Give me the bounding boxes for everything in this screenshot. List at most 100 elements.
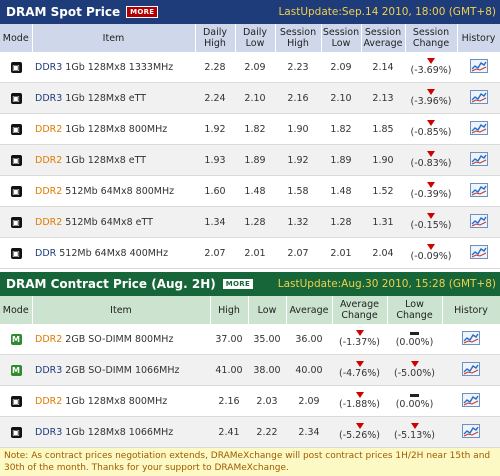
table-row[interactable]: M DDR2 2GB SO-DIMM 800MHz 37.00 35.00 36.00(… [0,324,500,355]
history-chart-icon[interactable] [469,244,488,259]
item-generation[interactable]: DDR2 [35,216,63,228]
item-generation[interactable]: DDR2 [35,395,63,407]
item-cell[interactable]: DDR2 512Mb 64Mx8 800MHz [32,175,195,207]
mode-cell: ▣ [0,237,32,269]
history-chart-icon[interactable] [469,89,488,104]
change-wrap: (-1.37%) [332,330,387,348]
item-spec: 2GB SO-DIMM 1066MHz [62,364,180,376]
item-cell[interactable]: DDR2 1Gb 128Mx8 eTT [32,144,195,176]
spot-col-header: History [457,24,500,52]
session-avg-cell: 2.04 [361,237,405,269]
table-row[interactable]: ▣ DDR3 1Gb 128Mx8 1066MHz 2.41 2.22 2.34 (-5.… [0,416,500,448]
table-row[interactable]: ▣ DDR3 1Gb 128Mx8 1333MHz 2.28 2.09 2.23 2.09… [0,52,500,83]
mode-cell: ▣ [0,416,32,448]
item-cell[interactable]: DDR3 1Gb 128Mx8 eTT [32,82,195,114]
daily-high-cell: 2.28 [195,52,235,83]
down-arrow-icon [355,392,364,398]
down-arrow-icon [410,423,419,429]
mode-cell: ▣ [0,175,32,207]
table-row[interactable]: ▣ DDR2 1Gb 128Mx8 800MHz 1.92 1.82 1.90 1.82 1… [0,113,500,145]
contract-more-button[interactable]: MORE [221,278,255,290]
table-row[interactable]: ▣ DDR2 512Mb 64Mx8 800MHz 1.60 1.48 1.58 1.48… [0,175,500,207]
change-cell: (-3.96%) [405,82,457,114]
spot-more-button[interactable]: MORE [126,6,159,18]
table-row[interactable]: M DDR3 2GB SO-DIMM 1066MHz 41.00 38.00 40.00… [0,354,500,386]
spot-price-panel: DRAM Spot Price MORE LastUpdate:Sep.14 2… [0,0,500,269]
session-high-cell: 2.16 [275,82,321,114]
item-spec: 1Gb 128Mx8 eTT [62,92,147,104]
low-cell: 35.00 [248,324,286,355]
history-chart-icon[interactable] [469,120,488,135]
contract-title: DRAM Contract Price (Aug. 2H) [6,277,216,291]
item-cell[interactable]: DDR 512Mb 64Mx8 400MHz [32,237,195,269]
item-generation[interactable]: DDR3 [35,92,63,104]
mode-cell: ▣ [0,144,32,176]
mode-cell: ▣ [0,113,32,145]
flat-dash-icon [410,394,419,397]
item-cell[interactable]: DDR3 1Gb 128Mx8 1333MHz [32,52,195,83]
history-cell [457,113,500,145]
history-chart-icon[interactable] [469,182,488,197]
change-cell: (0.00%) [387,324,442,355]
history-cell [457,82,500,114]
item-generation[interactable]: DDR2 [35,154,63,166]
change-wrap: (-0.15%) [405,213,457,231]
table-row[interactable]: ▣ DDR2 1Gb 128Mx8 eTT 1.93 1.89 1.92 1.89 1.90… [0,144,500,176]
spot-col-header: Item [32,24,196,52]
item-cell[interactable]: DDR3 2GB SO-DIMM 1066MHz [32,354,210,386]
item-generation[interactable]: DDR3 [35,364,63,376]
table-row[interactable]: ▣ DDR2 1Gb 128Mx8 800MHz 2.16 2.03 2.09 (-1.8… [0,385,500,417]
change-wrap: (-0.83%) [405,151,457,169]
spot-header: DRAM Spot Price MORE LastUpdate:Sep.14 2… [0,0,500,24]
change-value: (-5.13%) [393,430,436,441]
item-spec: 512Mb 64Mx8 eTT [62,216,153,228]
item-cell[interactable]: DDR2 2GB SO-DIMM 800MHz [32,324,210,355]
history-chart-icon[interactable] [469,58,488,73]
change-cell: (-5.00%) [387,354,442,386]
contract-price-panel: DRAM Contract Price (Aug. 2H) MORE LastU… [0,272,500,448]
e-mode-icon: ▣ [10,395,22,407]
item-generation[interactable]: DDR3 [35,61,63,73]
history-chart-icon[interactable] [462,392,480,407]
item-generation[interactable]: DDR3 [35,426,63,438]
session-high-cell: 1.92 [275,144,321,176]
session-low-cell: 2.09 [321,52,361,83]
item-generation[interactable]: DDR2 [35,185,63,197]
history-chart-icon[interactable] [462,423,480,438]
session-high-cell: 2.07 [275,237,321,269]
history-chart-icon[interactable] [462,330,480,345]
change-cell: (-5.13%) [387,416,442,448]
session-low-cell: 1.48 [321,175,361,207]
history-chart-icon[interactable] [469,213,488,228]
item-spec: 1Gb 128Mx8 eTT [62,154,147,166]
low-cell: 2.22 [248,416,286,448]
item-generation[interactable]: DDR2 [35,333,63,345]
item-generation[interactable]: DDR2 [35,123,63,135]
change-value: (0.00%) [395,337,434,348]
contract-header: DRAM Contract Price (Aug. 2H) MORE LastU… [0,272,500,296]
change-wrap: (-5.00%) [387,361,442,379]
e-mode-icon: ▣ [10,185,22,197]
change-value: (-1.37%) [338,337,381,348]
table-row[interactable]: ▣ DDR3 1Gb 128Mx8 eTT 2.24 2.10 2.16 2.10 2.13… [0,82,500,114]
high-cell: 41.00 [210,354,248,386]
history-chart-icon[interactable] [462,361,480,376]
mode-cell: ▣ [0,206,32,238]
item-cell[interactable]: DDR2 1Gb 128Mx8 800MHz [32,385,210,417]
item-cell[interactable]: DDR2 512Mb 64Mx8 eTT [32,206,195,238]
table-row[interactable]: ▣ DDR2 512Mb 64Mx8 eTT 1.34 1.28 1.32 1.28 1.3… [0,206,500,238]
item-cell[interactable]: DDR2 1Gb 128Mx8 800MHz [32,113,195,145]
mode-cell: ▣ [0,82,32,114]
item-cell[interactable]: DDR3 1Gb 128Mx8 1066MHz [32,416,210,448]
daily-low-cell: 1.89 [235,144,275,176]
history-chart-icon[interactable] [469,151,488,166]
item-generation[interactable]: DDR [35,247,57,259]
e-mode-icon: ▣ [10,61,22,73]
session-low-cell: 1.82 [321,113,361,145]
spot-col-header: Session Low [321,24,362,52]
session-avg-cell: 1.85 [361,113,405,145]
table-row[interactable]: ▣ DDR 512Mb 64Mx8 400MHz 2.07 2.01 2.07 2.01 2… [0,237,500,269]
history-cell [457,144,500,176]
history-cell [442,385,500,417]
e-mode-icon: ▣ [10,247,22,259]
